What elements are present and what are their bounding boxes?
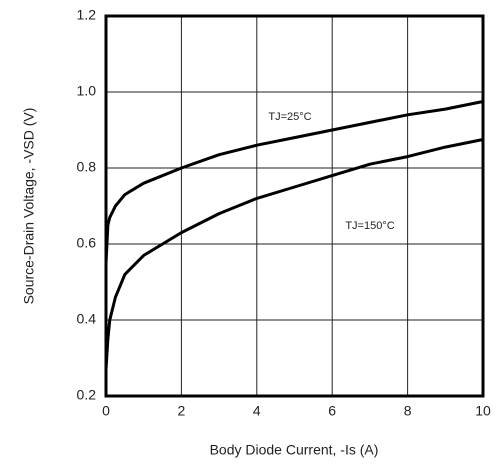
x-tick-label: 2 [178,403,186,419]
y-tick-label: 1.0 [77,83,97,99]
y-tick-label: 1.2 [77,7,97,23]
series-line [104,138,484,370]
y-tick-label: 0.2 [77,387,97,403]
plot-frame [104,14,485,398]
series-annotation: TJ=25°C [268,111,311,123]
x-tick-label: 0 [102,403,110,419]
x-tick-label: 4 [253,403,261,419]
x-tick-label: 8 [404,403,412,419]
x-axis-title: Body Diode Current, -Is (A) [210,442,379,458]
y-tick-label: 0.8 [77,159,97,175]
y-tick-label: 0.4 [77,311,97,327]
series-line [104,100,484,264]
x-tick-label: 6 [328,403,336,419]
x-tick-label: 10 [475,403,491,419]
series-annotation: TJ=150°C [345,220,394,232]
y-tick-label: 0.6 [77,235,97,251]
y-axis-title: Source-Drain Voltage, -VSD (V) [21,108,37,305]
